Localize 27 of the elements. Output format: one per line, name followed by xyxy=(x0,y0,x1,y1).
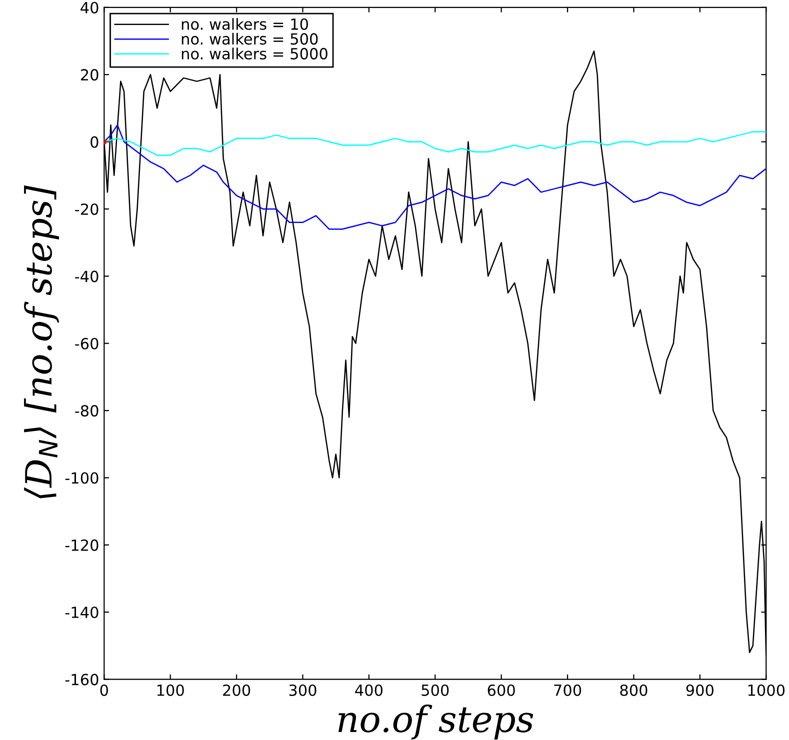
x-tick-label: 1000 xyxy=(748,684,785,696)
x-tick-label: 300 xyxy=(289,684,316,696)
y-tick-label: -140 xyxy=(65,606,98,618)
legend-label: no. walkers = 5000 xyxy=(182,48,328,60)
y-tick-label: 40 xyxy=(80,2,98,14)
y-tick-label: -100 xyxy=(65,472,98,484)
y-tick-label: 0 xyxy=(90,136,98,148)
x-tick-label: 100 xyxy=(157,684,184,696)
x-tick-label: 600 xyxy=(488,684,515,696)
x-tick-label: 200 xyxy=(223,684,250,696)
legend-label: no. walkers = 500 xyxy=(182,32,318,45)
x-tick-label: 800 xyxy=(620,684,648,696)
y-tick-label: -20 xyxy=(75,203,98,215)
y-tick-label: -60 xyxy=(75,338,98,350)
x-tick-label: 500 xyxy=(422,684,449,696)
x-axis-title: no.of steps xyxy=(338,704,534,740)
y-tick-label: -160 xyxy=(65,674,98,686)
x-tick-label: 900 xyxy=(686,684,714,696)
y-tick-label: -120 xyxy=(65,539,98,551)
y-axis-title: ⟨D$_{N}$⟩ [no.of steps] xyxy=(24,185,59,498)
legend-label: no. walkers = 10 xyxy=(182,18,308,30)
y-tick-label: -40 xyxy=(75,270,98,282)
x-tick-label: 400 xyxy=(355,684,382,696)
x-tick-label: 700 xyxy=(554,684,582,696)
x-tick-label: 0 xyxy=(100,684,108,696)
y-tick-label: 20 xyxy=(80,69,98,81)
y-tick-label: -80 xyxy=(75,405,98,417)
